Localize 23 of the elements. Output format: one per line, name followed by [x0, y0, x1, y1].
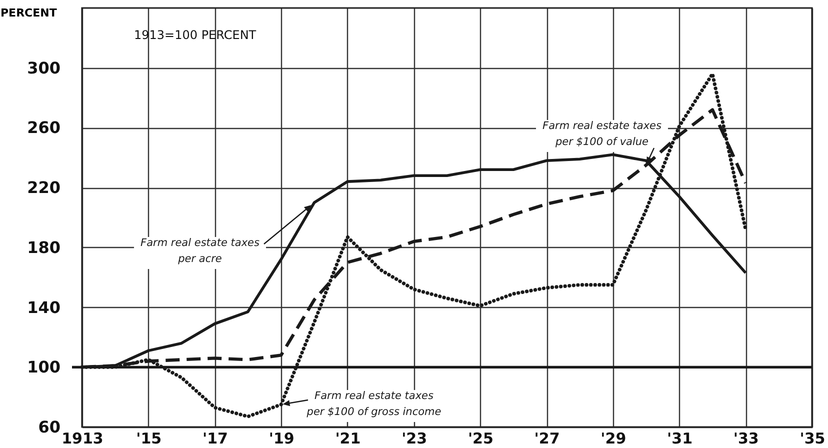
- y-tick-label: 220: [27, 178, 60, 198]
- x-tick-label: '15: [136, 430, 162, 448]
- y-tick-label: 60: [38, 418, 60, 436]
- x-tick-label: '21: [335, 430, 361, 448]
- x-tick-label: '19: [268, 430, 294, 448]
- x-tick-label: '35: [800, 430, 826, 448]
- x-tick-label: '17: [202, 430, 228, 448]
- x-tick-label: 1913: [62, 430, 104, 448]
- series-label: Farm real estate taxes per acre: [140, 237, 260, 265]
- y-tick-label: 180: [27, 238, 60, 257]
- y-tick-label: 300: [27, 58, 60, 78]
- y-tick-label: 260: [27, 118, 60, 138]
- y-tick-label: 100: [27, 358, 60, 377]
- x-tick-label: '33: [733, 430, 759, 448]
- x-tick-label: '29: [600, 430, 626, 448]
- x-tick-label: '23: [402, 430, 428, 448]
- y-tick-label: 140: [27, 298, 60, 317]
- legend-label: Farm real estate taxes per $100 of gross income: [306, 390, 442, 418]
- series-label: Farm real estate taxes per $100 of value: [542, 120, 662, 148]
- x-tick-label: '25: [468, 430, 494, 448]
- y-axis-title: PERCENT: [0, 6, 58, 20]
- x-tick-label: '27: [534, 430, 560, 448]
- x-tick-label: '31: [667, 430, 693, 448]
